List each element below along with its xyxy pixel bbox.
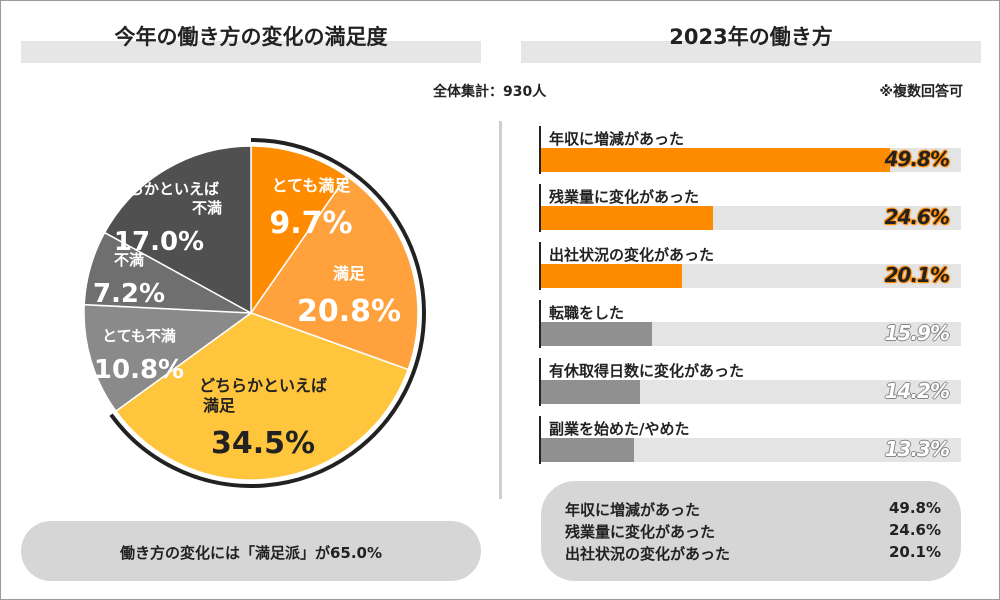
bar-category-label: 出社状況の変化があった: [549, 246, 715, 264]
section-divider: [499, 121, 502, 499]
bar-value-label: 49.8%: [884, 147, 950, 171]
pie-summary-text: 働き方の変化には「満足派」が65.0%: [119, 544, 383, 562]
bar-value-label: 20.1%: [884, 263, 950, 287]
bar-summary-box: 年収に増減があった 49.8% 残業量に変化があった 24.6% 出社状況の変化…: [541, 481, 961, 581]
pie-slice: [249, 175, 419, 371]
pie-slice-value: 20.8%: [297, 294, 401, 329]
bar: [541, 264, 682, 288]
bar: [541, 322, 653, 346]
bar-axis-tick: [539, 300, 541, 348]
pie-slice-name: 満足: [203, 396, 236, 415]
pie-slice-name: 不満: [114, 251, 144, 269]
pie-label: とても満足 9.7%: [269, 176, 352, 241]
bar-axis-tick: [539, 416, 541, 464]
bar-value-label: 15.9%: [884, 321, 950, 345]
bar-axis-tick: [539, 184, 541, 232]
pie-slice-name: 満足: [333, 264, 366, 283]
pie-label: とても不満 10.8%: [94, 327, 184, 385]
bar-category-label: 残業量に変化があった: [549, 188, 700, 206]
summary-label: 残業量に変化があった: [565, 523, 716, 541]
summary-value: 20.1%: [888, 543, 941, 561]
bar-category-label: 有休取得日数に変化があった: [549, 362, 745, 380]
pie-chart: とても満足9.7%満足20.8%どちらかといえば満足34.5%とても不満10.8…: [83, 138, 426, 488]
pie-slice: [103, 145, 252, 315]
bar-category-label: 転職をした: [549, 304, 625, 322]
pie-slice-name: とても満足: [272, 176, 352, 195]
pie-slice-name: 不満: [192, 199, 222, 217]
pie-slice: [250, 145, 348, 316]
summary-label: 出社状況の変化があった: [565, 545, 731, 563]
pie-slice-value: 17.0%: [114, 227, 204, 257]
right-title-bar: [521, 41, 981, 63]
pie-slice-value: 7.2%: [93, 279, 165, 309]
pie-summary-box: 働き方の変化には「満足派」が65.0%: [21, 521, 481, 581]
pie-slice-name: どちらかといえば: [99, 180, 219, 198]
bar-category-label: 年収に増減があった: [549, 130, 685, 148]
bar-axis-tick: [539, 358, 541, 406]
pie-slice-name: とても不満: [102, 327, 176, 345]
bar-chart-title: 2023年の働き方: [669, 25, 833, 49]
summary-value: 24.6%: [888, 521, 941, 539]
satisfied-group-arc: [109, 138, 426, 488]
pie-label: 不満 7.2%: [93, 251, 165, 309]
bar-value-label: 14.2%: [884, 379, 950, 403]
bar-category-label: 副業を始めた/やめた: [549, 420, 690, 438]
bar: [541, 380, 641, 404]
pie-slice-value: 10.8%: [94, 355, 184, 385]
pie-chart-title: 今年の働き方の変化の満足度: [114, 25, 388, 49]
pie-label: 満足 20.8%: [297, 264, 401, 329]
left-title-bar: [21, 41, 481, 63]
bar-value-label: 24.6%: [884, 205, 950, 229]
bar-axis-tick: [539, 126, 541, 174]
pie-slice: [83, 303, 254, 413]
bar: [541, 148, 890, 172]
summary-value: 49.8%: [888, 499, 941, 517]
total-respondents: 全体集計：930人: [433, 84, 547, 100]
summary-label: 年収に増減があった: [565, 501, 701, 519]
bar-value-label: 13.3%: [884, 437, 950, 461]
pie-slice-name: どちらかといえば: [199, 376, 327, 395]
pie-slice-value: 34.5%: [211, 426, 315, 461]
bar: [541, 438, 635, 462]
bar-axis-tick: [539, 242, 541, 290]
pie-slice-value: 9.7%: [269, 206, 352, 241]
bar: [541, 206, 714, 230]
multiple-answer-note: ※複数回答可: [879, 84, 963, 100]
pie-slice: [114, 312, 410, 481]
